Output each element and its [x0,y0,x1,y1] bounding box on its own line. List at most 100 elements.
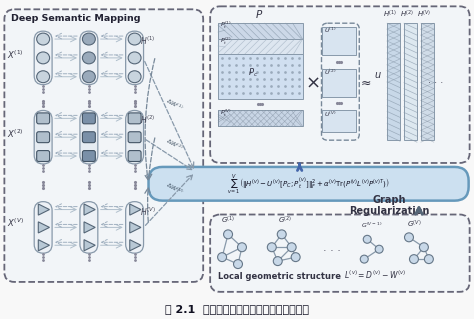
FancyBboxPatch shape [34,202,52,253]
Polygon shape [84,240,95,251]
Text: $\Delta W^{(1)}$: $\Delta W^{(1)}$ [164,96,185,114]
FancyBboxPatch shape [36,113,50,124]
FancyBboxPatch shape [128,151,141,161]
FancyBboxPatch shape [80,31,98,85]
Text: $P_t^{(1)}$: $P_t^{(1)}$ [220,19,232,31]
Text: $U^{(V)}$: $U^{(V)}$ [325,109,337,119]
Ellipse shape [277,230,286,239]
FancyBboxPatch shape [148,167,469,201]
Text: $H^{(1)}$: $H^{(1)}$ [139,34,155,47]
FancyBboxPatch shape [36,132,50,143]
Ellipse shape [128,71,141,83]
Ellipse shape [82,33,95,45]
FancyBboxPatch shape [82,151,95,161]
Ellipse shape [424,255,433,263]
Ellipse shape [419,243,428,252]
Bar [387,23,400,140]
Text: $P_t^{(2)}$: $P_t^{(2)}$ [220,35,232,47]
Text: $U^{(2)}$: $U^{(2)}$ [325,68,337,77]
Ellipse shape [375,245,383,253]
Text: 图 2.1  不完整多模态深度语义匹配算法流程: 图 2.1 不完整多模态深度语义匹配算法流程 [165,304,309,314]
Text: $H^{(V)}$: $H^{(V)}$ [139,205,155,218]
FancyBboxPatch shape [80,110,98,164]
Ellipse shape [128,33,141,45]
Ellipse shape [404,233,413,242]
Polygon shape [38,222,49,233]
FancyBboxPatch shape [36,151,50,161]
Text: $G^{(V-1)}$: $G^{(V-1)}$ [361,220,383,230]
Polygon shape [84,204,95,215]
Ellipse shape [36,52,50,64]
Text: $\Delta W^{(2)}$: $\Delta W^{(2)}$ [164,136,185,153]
Ellipse shape [410,255,419,263]
Bar [218,54,302,99]
Text: $H^{(2)}$: $H^{(2)}$ [400,8,414,20]
Text: Local geometric structure: Local geometric structure [218,272,341,281]
FancyBboxPatch shape [82,113,95,124]
Text: u: u [374,70,380,80]
Text: $H^{(1)}$: $H^{(1)}$ [383,8,397,20]
Polygon shape [130,240,141,251]
Text: $G^{(2)}$: $G^{(2)}$ [278,215,292,226]
Text: $X^{(1)}$: $X^{(1)}$ [8,48,24,61]
FancyBboxPatch shape [4,9,203,282]
Text: $\times$: $\times$ [305,74,320,92]
Text: $X^{(V)}$: $X^{(V)}$ [8,217,24,229]
Ellipse shape [82,52,95,64]
Ellipse shape [82,71,95,83]
Text: $H^{(2)}$: $H^{(2)}$ [139,114,155,126]
Text: · · ·: · · · [428,78,444,88]
Text: $U^{(1)}$: $U^{(1)}$ [325,26,337,35]
Text: $P_c$: $P_c$ [248,67,258,79]
Ellipse shape [363,235,371,243]
Ellipse shape [218,253,227,262]
FancyBboxPatch shape [128,132,141,143]
Text: $H^{(V)}$: $H^{(V)}$ [417,8,431,20]
Ellipse shape [234,260,243,269]
Ellipse shape [267,243,276,252]
Ellipse shape [360,255,368,263]
FancyBboxPatch shape [34,31,52,85]
FancyBboxPatch shape [34,110,52,164]
Bar [218,110,302,126]
FancyBboxPatch shape [80,202,98,253]
FancyBboxPatch shape [128,113,141,124]
Text: $\Delta W^{(V)}$: $\Delta W^{(V)}$ [164,181,185,198]
FancyBboxPatch shape [126,110,144,164]
Polygon shape [130,204,141,215]
Text: $L^{(v)}=D^{(v)}-W^{(v)}$: $L^{(v)}=D^{(v)}-W^{(v)}$ [345,269,407,281]
Polygon shape [38,204,49,215]
Ellipse shape [224,230,233,239]
FancyBboxPatch shape [210,214,470,292]
Ellipse shape [273,257,282,266]
Text: Deep Semantic Mapping: Deep Semantic Mapping [11,14,141,23]
Bar [322,69,356,97]
Bar [218,39,302,54]
FancyBboxPatch shape [126,202,144,253]
Polygon shape [84,222,95,233]
Ellipse shape [36,71,50,83]
Bar [421,23,434,140]
Ellipse shape [287,243,296,252]
Bar [322,27,356,55]
FancyBboxPatch shape [210,6,470,163]
Text: P: P [256,10,262,20]
FancyBboxPatch shape [126,31,144,85]
Polygon shape [130,222,141,233]
Text: $G^{(1)}$: $G^{(1)}$ [221,215,236,226]
Text: $P_t^{(V)}$: $P_t^{(V)}$ [220,108,232,119]
FancyBboxPatch shape [82,132,95,143]
Text: Graph
Regularization: Graph Regularization [349,195,429,216]
Bar [322,110,356,132]
Ellipse shape [237,243,246,252]
Polygon shape [38,240,49,251]
Text: $\approx$: $\approx$ [358,76,372,89]
Text: $\sum_{v=1}^{V}\left(\|H^{(v)}-U^{(v)}[P_C;P_t^{(v)}]\|_F^2+\alpha^{(v)}\mathrm{: $\sum_{v=1}^{V}\left(\|H^{(v)}-U^{(v)}[P… [227,172,390,196]
Bar [218,23,302,39]
Bar [404,23,417,140]
Ellipse shape [36,33,50,45]
Ellipse shape [128,52,141,64]
Ellipse shape [291,253,300,262]
FancyBboxPatch shape [321,23,359,140]
Text: · · ·: · · · [322,246,340,256]
